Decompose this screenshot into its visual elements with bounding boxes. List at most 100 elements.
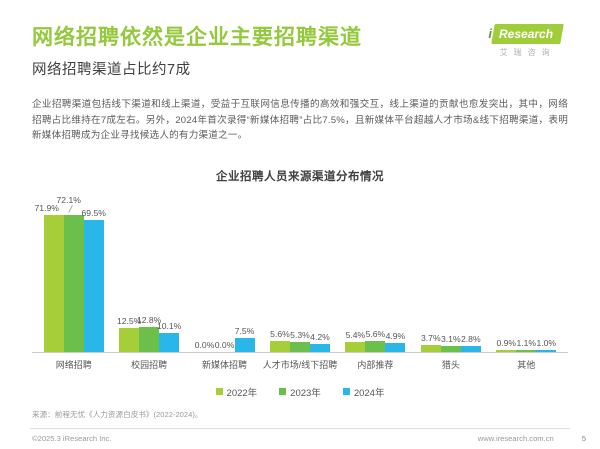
page-subtitle: 网络招聘渠道占比约7成	[32, 62, 191, 79]
chart-plot: 71.9% 72.1% 69.5% 12.5% 12.8% 10.1% 0.0% 0.0% 7.…	[32, 193, 568, 353]
logo-brand-text: Research	[498, 27, 553, 41]
legend-label: 2023年	[290, 387, 321, 399]
bar-column: 10.1%	[156, 320, 182, 352]
source-note: 来源：前程无忧《人力资源白皮书》(2022-2024)。	[32, 410, 203, 419]
bar-2022年-校园招聘	[119, 328, 140, 352]
legend-swatch-icon	[215, 388, 223, 396]
bar-value-label: 5.6%	[365, 329, 386, 340]
bar-2022年-人才市场/线下招聘	[269, 341, 290, 352]
bar-value-label: 10.1%	[156, 320, 182, 331]
x-axis-label: 人才市场/线下招聘	[262, 359, 338, 370]
footer-divider	[30, 428, 570, 429]
x-axis-label: 校园招聘	[131, 359, 168, 370]
bar-2024年-人才市场/线下招聘	[309, 343, 330, 352]
bar-group: 3.7% 3.1% 2.8%	[420, 332, 481, 352]
bar-value-label: 3.7%	[421, 332, 441, 343]
logo-badge: Research	[491, 24, 564, 44]
bar-group: 12.5% 12.8% 10.1%	[117, 315, 182, 352]
bar-2024年-网络招聘	[83, 219, 104, 352]
website-url: www.iresearch.com.cn	[477, 434, 554, 443]
bar-column: 69.5%	[81, 207, 106, 352]
bar-2024年-其他	[536, 349, 557, 352]
bar-value-label: 2.8%	[461, 334, 481, 345]
bar-value-label: 5.4%	[345, 329, 366, 340]
bar-2024年-内部推荐	[385, 342, 406, 352]
bar-group-slot: 71.9% 72.1% 69.5%	[35, 193, 111, 352]
bar-value-label: 69.5%	[81, 207, 106, 218]
bar-value-label: 72.1%	[56, 194, 81, 205]
bar-group: 71.9% 72.1% 69.5%	[35, 195, 106, 352]
bar-2024年-猎头	[460, 346, 481, 352]
bar-value-label: 0.9%	[496, 338, 517, 349]
bar-2023年-网络招聘	[63, 214, 84, 352]
x-axis-label: 内部推荐	[357, 359, 394, 370]
bar-value-label: 1.1%	[516, 337, 537, 348]
bar-value-label: 4.2%	[310, 331, 330, 342]
bar-column: 5.6%	[269, 329, 290, 352]
bar-column: 2.8%	[460, 334, 481, 352]
bar-2024年-校园招聘	[159, 332, 180, 352]
legend-swatch-icon	[342, 388, 350, 396]
bar-2022年-内部推荐	[345, 341, 366, 352]
logo-i-glyph: i	[488, 26, 492, 41]
bar-2023年-猎头	[440, 345, 461, 352]
bar-2023年-校园招聘	[139, 327, 160, 352]
legend-item: 2022年	[215, 385, 258, 399]
bar-group: 0.0% 0.0% 7.5%	[195, 326, 255, 352]
bar-column: 5.3%	[289, 330, 310, 352]
copyright-text: ©2025.3 iResearch Inc.	[32, 434, 112, 443]
bar-2023年-内部推荐	[365, 341, 386, 352]
bar-column: 7.5%	[234, 325, 255, 352]
page-header: 网络招聘依然是企业主要招聘渠道 网络招聘渠道占比约7成 i Research 艾瑞…	[32, 24, 568, 79]
bar-column: 5.4%	[345, 329, 366, 352]
bar-column: 71.9%	[35, 203, 64, 352]
bar-column: 0.0%	[215, 340, 235, 352]
bar-group-slot: 3.7% 3.1% 2.8%	[413, 193, 488, 352]
bar-chart: 企业招聘人员来源渠道分布情况 71.9% 72.1% 69.5% 12.5% 12.8%…	[32, 168, 568, 399]
x-axis-label: 网络招聘	[55, 359, 92, 370]
chart-legend: 2022年 2023年 2024年	[32, 385, 568, 399]
bar-column: 72.1%	[57, 195, 84, 352]
x-axis-label: 猎头	[441, 359, 460, 370]
bar-column: 1.0%	[536, 337, 557, 352]
bar-group-slot: 0.0% 0.0% 7.5%	[187, 193, 262, 352]
bar-group: 0.9% 1.1% 1.0%	[496, 337, 557, 352]
bar-2022年-网络招聘	[43, 215, 64, 352]
legend-swatch-icon	[279, 388, 287, 396]
bar-column: 3.1%	[440, 333, 461, 352]
bar-group-slot: 5.4% 5.6% 4.9%	[338, 193, 413, 352]
bar-column: 0.9%	[496, 338, 517, 352]
legend-item: 2024年	[342, 385, 385, 399]
summary-paragraph: 企业招聘渠道包括线下渠道和线上渠道，受益于互联网信息传播的高效和强交互，线上渠道…	[32, 99, 568, 142]
iresearch-logo: i Research 艾瑞咨询	[488, 24, 564, 58]
bar-group-slot: 5.6% 5.3% 4.2%	[262, 193, 337, 352]
footer-bar: ©2025.3 iResearch Inc. www.iresearch.com…	[32, 434, 586, 443]
bar-2024年-新媒体招聘	[234, 337, 255, 352]
bar-2023年-其他	[516, 349, 537, 352]
bar-column: 5.6%	[365, 329, 386, 352]
page-number: 5	[581, 434, 586, 443]
logo-chinese-name: 艾瑞咨询	[499, 48, 556, 57]
bar-column: 1.1%	[516, 337, 537, 352]
bar-value-label: 3.1%	[441, 333, 461, 344]
bar-value-label: 5.6%	[270, 329, 290, 340]
bar-value-label: 0.0%	[214, 339, 235, 350]
bar-group-slot: 0.9% 1.1% 1.0%	[489, 193, 564, 352]
bar-column: 12.8%	[137, 315, 161, 352]
legend-label: 2022年	[226, 387, 258, 399]
bar-value-label: 7.5%	[234, 325, 255, 336]
bar-value-label: 71.9%	[34, 203, 59, 214]
bar-group: 5.4% 5.6% 4.9%	[345, 329, 406, 352]
bar-2023年-人才市场/线下招聘	[289, 341, 310, 352]
x-axis-label: 其他	[517, 359, 536, 370]
chart-categories: 网络招聘 校园招聘 新媒体招聘 人才市场/线下招聘 内部推荐 猎头 其他	[32, 358, 568, 371]
bar-value-label: 0.0%	[194, 339, 215, 350]
bar-value-label: 4.9%	[385, 330, 406, 341]
bar-value-label: 1.0%	[536, 337, 557, 348]
bar-2022年-其他	[496, 350, 517, 352]
legend-label: 2024年	[353, 387, 385, 399]
bar-2022年-猎头	[420, 344, 441, 352]
bar-column: 4.2%	[309, 331, 330, 352]
bar-group: 5.6% 5.3% 4.2%	[269, 329, 330, 352]
